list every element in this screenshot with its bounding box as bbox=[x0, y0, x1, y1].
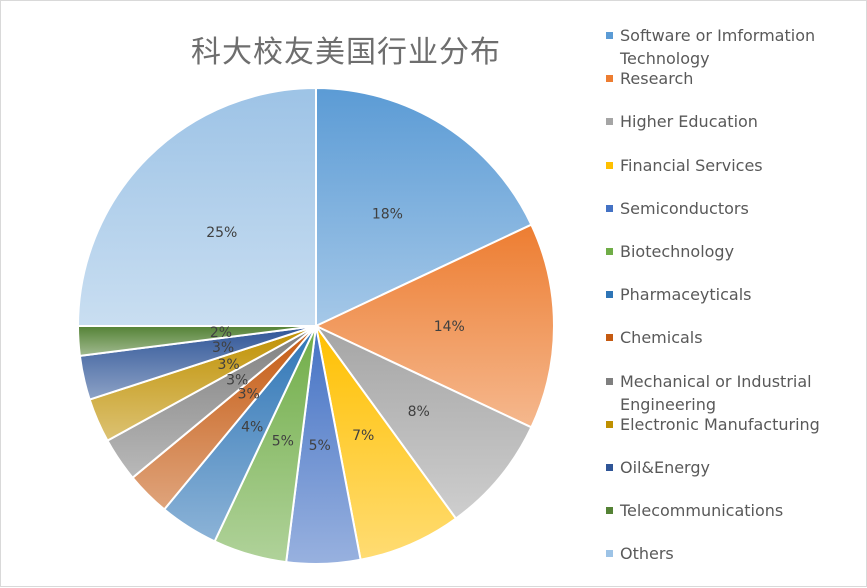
legend-label: Higher Education bbox=[620, 112, 758, 132]
legend-swatch bbox=[606, 118, 613, 126]
data-label-oil-energy: 3% bbox=[212, 340, 234, 356]
pie-slice-research bbox=[313, 223, 555, 429]
legend-label: Electronic Manufacturing bbox=[620, 414, 820, 434]
legend-label: Mechanical or Industrial Engineering bbox=[620, 371, 812, 414]
pie-slice-others bbox=[76, 86, 317, 327]
data-label-pharmaceyticals: 4% bbox=[241, 419, 263, 435]
data-label-higher-education: 8% bbox=[408, 404, 430, 420]
legend-swatch bbox=[606, 75, 613, 83]
pie-slice-higher-education bbox=[315, 325, 533, 520]
legend-label: Oil&Energy bbox=[620, 458, 710, 477]
legend-label: Software or Imformation Technology bbox=[620, 26, 816, 68]
data-label-electronic-manufacturing: 3% bbox=[218, 357, 240, 373]
legend-swatch bbox=[606, 248, 613, 255]
legend-swatch bbox=[606, 204, 613, 212]
legend-swatch bbox=[606, 291, 613, 299]
legend-swatch bbox=[606, 507, 613, 515]
legend-swatch bbox=[606, 464, 613, 471]
legend-label: Financial Services bbox=[620, 155, 763, 175]
data-label-financial-services: 7% bbox=[352, 428, 374, 444]
legend-swatch bbox=[606, 334, 613, 342]
pie-chart: 18%14%8%7%5%5%4%3%3%3%3%2%25% bbox=[76, 86, 555, 565]
data-label-chemicals: 3% bbox=[238, 386, 260, 402]
legend-swatch bbox=[606, 32, 613, 39]
legend-label: Semiconductors bbox=[620, 198, 749, 218]
legend-label: Pharmaceyticals bbox=[620, 285, 752, 305]
data-label-mechanical-or-industrial-engineering: 3% bbox=[226, 373, 248, 389]
legend: Software or Imformation Technology Resear… bbox=[585, 15, 855, 580]
data-label-research: 14% bbox=[434, 319, 465, 335]
pie-slice-software-or-imformation-technology bbox=[315, 86, 533, 328]
legend-swatch bbox=[606, 377, 613, 385]
data-label-biotechnology: 5% bbox=[272, 433, 294, 449]
chart-title: 科大校友美国行业分布 bbox=[191, 35, 501, 70]
pie-slice-financial-services bbox=[315, 325, 458, 561]
data-label-others: 25% bbox=[206, 225, 237, 241]
data-label-semiconductors: 5% bbox=[309, 438, 331, 454]
legend-label: Telecommunications bbox=[620, 501, 784, 521]
legend-label: Others bbox=[620, 544, 674, 564]
data-label-telecommunications: 2% bbox=[210, 325, 232, 341]
legend-label: Research bbox=[620, 69, 694, 89]
data-label-software-or-imformation-technology: 18% bbox=[372, 206, 403, 222]
legend-swatch bbox=[606, 161, 613, 169]
legend-label: Chemicals bbox=[620, 328, 703, 348]
legend-swatch bbox=[606, 550, 613, 558]
legend-swatch bbox=[606, 420, 613, 428]
legend-label: Biotechnology bbox=[620, 242, 735, 261]
